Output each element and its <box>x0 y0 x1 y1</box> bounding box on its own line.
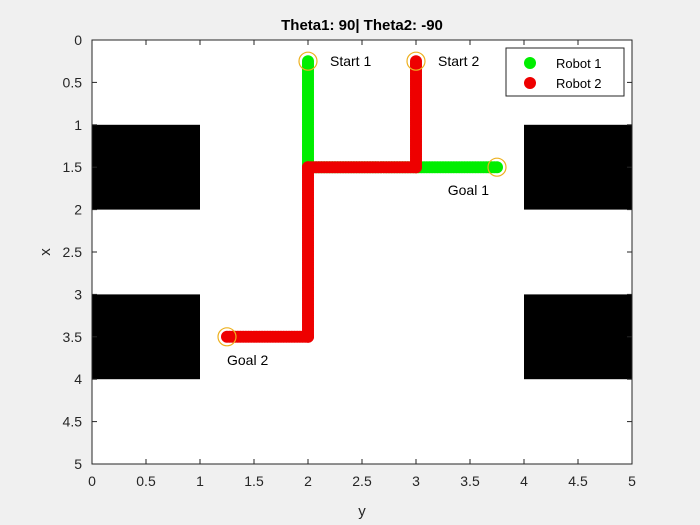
data-point <box>221 330 233 343</box>
x-tick-label: 1.5 <box>244 473 264 489</box>
y-tick-label: 2.5 <box>63 244 83 260</box>
data-point <box>491 161 503 174</box>
legend-entry: Robot 1 <box>556 56 602 71</box>
obstacles <box>92 124 632 380</box>
x-tick-label: 1 <box>196 473 204 489</box>
y-axis: 0 0.5 1 1.5 2 2.5 3 3.5 4 4.5 5 <box>63 32 632 472</box>
marker-ring <box>298 51 318 71</box>
marker-label: Goal 1 <box>448 182 489 198</box>
y-axis-label: x <box>37 248 54 256</box>
obstacle-2 <box>92 294 200 380</box>
y-tick-label: 2 <box>74 202 82 218</box>
chart-title: Theta1: 90| Theta2: -90 <box>281 17 443 34</box>
obstacle-4 <box>524 294 632 380</box>
y-tick-label: 0 <box>74 32 82 48</box>
y-tick-label: 1 <box>74 117 82 133</box>
y-tick-label: 4 <box>74 371 82 387</box>
series-layer <box>221 55 503 343</box>
x-tick-label: 3 <box>412 473 420 489</box>
obstacle-3 <box>524 124 632 210</box>
legend-box <box>505 47 625 97</box>
x-axis-label: y <box>358 503 366 520</box>
y-tick-label: 3.5 <box>63 329 83 345</box>
x-tick-label: 0 <box>88 473 96 489</box>
y-tick-label: 5 <box>74 456 82 472</box>
obstacle-1 <box>92 124 200 210</box>
marker-label: Start 1 <box>330 53 371 69</box>
markers-layer: Start 1 Start 2 Goal 1 Goal 2 <box>217 51 507 368</box>
plot-area <box>92 40 632 464</box>
y-tick-label: 0.5 <box>63 74 83 90</box>
legend: Robot 1 Robot 2 <box>505 47 625 97</box>
marker-ring <box>217 327 237 347</box>
x-tick-label: 2.5 <box>352 473 372 489</box>
marker-label: Start 2 <box>438 53 479 69</box>
marker-label: Goal 2 <box>227 352 268 368</box>
x-axis: 0 0.5 1 1.5 2 2.5 3 3.5 4 4.5 5 <box>88 40 636 489</box>
x-tick-label: 5 <box>628 473 636 489</box>
x-tick-label: 4.5 <box>568 473 588 489</box>
legend-swatch <box>524 57 536 69</box>
y-tick-label: 4.5 <box>63 414 83 430</box>
y-tick-label: 3 <box>74 286 82 302</box>
x-tick-label: 3.5 <box>460 473 480 489</box>
series-2-path <box>221 55 422 343</box>
x-tick-label: 0.5 <box>136 473 156 489</box>
legend-swatch <box>524 77 536 89</box>
x-tick-label: 4 <box>520 473 528 489</box>
x-tick-label: 2 <box>304 473 312 489</box>
marker-ring <box>406 51 426 71</box>
y-tick-label: 1.5 <box>63 159 83 175</box>
marker-ring <box>487 157 507 177</box>
legend-entry: Robot 2 <box>556 76 602 91</box>
